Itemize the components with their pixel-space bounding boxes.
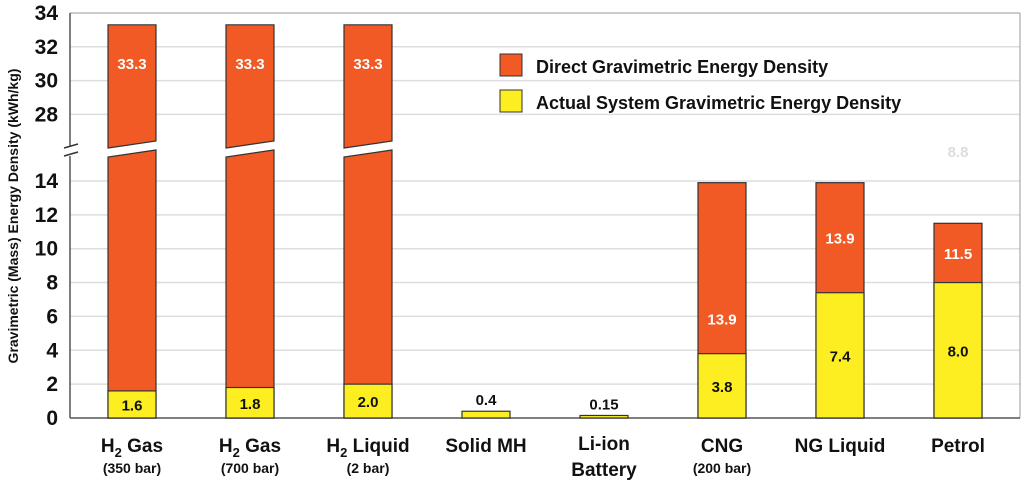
y-tick-label: 0 bbox=[46, 407, 58, 430]
legend-swatch-direct bbox=[499, 53, 523, 77]
bars: 33.3 1.6 33.3 1.8 33.3 2.0 0.4 0.15 13.9 3.8 13.9 7… bbox=[107, 24, 983, 419]
y-tick-label: 34 bbox=[35, 2, 59, 25]
bar-label-actual: 7.4 bbox=[830, 348, 852, 365]
bar-label-direct: 11.5 bbox=[944, 246, 972, 263]
x-tick-label: CNG bbox=[701, 436, 743, 457]
y-tick-label: 4 bbox=[46, 339, 58, 362]
y-tick-label: 30 bbox=[35, 70, 58, 93]
bar-label-direct: 33.3 bbox=[353, 56, 382, 73]
x-tick-label: H2 Liquid bbox=[326, 436, 409, 460]
bar-label-actual: 1.8 bbox=[240, 396, 261, 413]
x-tick-label: Petrol bbox=[931, 436, 985, 457]
legend: Direct Gravimetric Energy Density Actual… bbox=[499, 53, 901, 113]
bar-label-actual: 3.8 bbox=[712, 379, 733, 396]
y-axis-label: Gravimetric (Mass) Energy Density (kWh/k… bbox=[5, 69, 21, 364]
bar-actual bbox=[579, 414, 629, 419]
axis-break-mark bbox=[63, 151, 79, 157]
x-tick-label: Li-ion bbox=[578, 434, 630, 455]
y-tick-label: 32 bbox=[35, 36, 58, 59]
y-tick-label: 12 bbox=[35, 204, 58, 227]
x-tick-sublabel: (350 bar) bbox=[103, 460, 161, 476]
bar-label-direct: 33.3 bbox=[117, 56, 146, 73]
bar-label-actual: 0.15 bbox=[589, 396, 618, 413]
bar-direct-lower bbox=[225, 149, 275, 419]
axis-break-mark bbox=[63, 143, 79, 149]
bar-actual bbox=[343, 383, 393, 419]
x-tick-sublabel: (2 bar) bbox=[347, 460, 390, 476]
y-axis-ticks: 0 2 4 6 8 10 12 14 28 30 32 34 bbox=[35, 2, 59, 430]
bar-direct-upper bbox=[225, 24, 275, 149]
x-axis-labels: H2 Gas(350 bar)H2 Gas(700 bar)H2 Liquid(… bbox=[101, 434, 985, 481]
bar-direct-upper bbox=[343, 24, 393, 149]
bar-actual bbox=[697, 353, 747, 419]
x-tick-label: H2 Gas bbox=[101, 436, 163, 460]
bar-actual bbox=[225, 386, 275, 419]
bar-direct-upper bbox=[107, 24, 157, 149]
annotation-8-8: 8.8 bbox=[948, 144, 969, 161]
bar-label-direct: 13.9 bbox=[707, 311, 736, 328]
bar-label-actual: 0.4 bbox=[476, 392, 498, 409]
y-tick-label: 2 bbox=[46, 373, 58, 396]
bar-label-direct: 13.9 bbox=[825, 231, 854, 248]
bar-label-actual: 8.0 bbox=[948, 343, 969, 360]
legend-label-direct: Direct Gravimetric Energy Density bbox=[536, 57, 828, 77]
bar-actual bbox=[933, 281, 983, 419]
bar-label-actual: 2.0 bbox=[358, 394, 379, 411]
bar-actual bbox=[461, 410, 511, 419]
y-tick-label: 28 bbox=[35, 103, 59, 126]
legend-swatch-actual bbox=[499, 89, 523, 113]
y-tick-label: 14 bbox=[35, 170, 59, 193]
bar-actual bbox=[107, 390, 157, 419]
x-tick-label: NG Liquid bbox=[795, 436, 886, 457]
bar-actual bbox=[815, 292, 865, 419]
x-tick-label: H2 Gas bbox=[219, 436, 281, 460]
bar-direct-lower bbox=[343, 149, 393, 419]
bar-label-actual: 1.6 bbox=[122, 397, 143, 414]
x-tick-sublabel: Battery bbox=[571, 460, 637, 481]
legend-label-actual: Actual System Gravimetric Energy Density bbox=[536, 93, 901, 113]
x-tick-sublabel: (200 bar) bbox=[693, 460, 751, 476]
y-tick-label: 8 bbox=[46, 272, 58, 295]
y-tick-label: 6 bbox=[46, 305, 58, 328]
bar-direct-lower bbox=[107, 149, 157, 419]
bar-label-direct: 33.3 bbox=[235, 56, 264, 73]
x-tick-label: Solid MH bbox=[445, 436, 526, 457]
x-tick-sublabel: (700 bar) bbox=[221, 460, 279, 476]
y-tick-label: 10 bbox=[35, 238, 58, 261]
